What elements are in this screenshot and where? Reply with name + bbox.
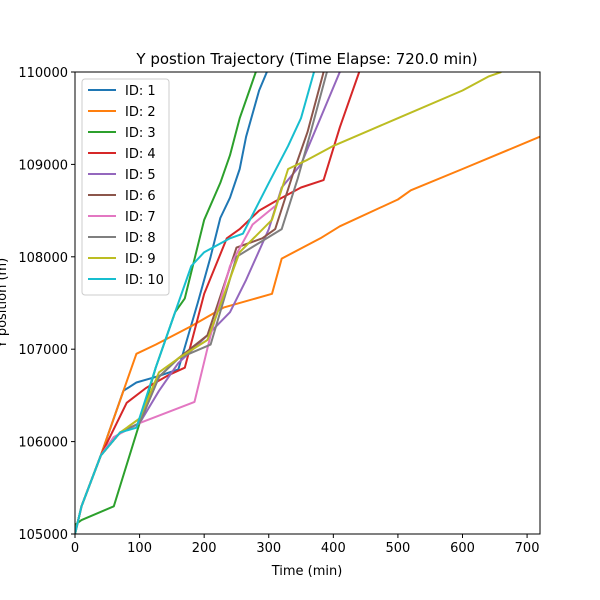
x-axis-label: Time (min) [271,564,343,579]
y-axis-label: Y position (m) [0,258,10,350]
y-tick-label: 110000 [18,66,68,81]
chart-title: Y postion Trajectory (Time Elapse: 720.0… [135,50,477,68]
axis-ticks: 0 100 200 300 400 500 600 700 105000 106000 107000… [18,66,539,556]
legend-label: ID: 6 [125,189,156,204]
legend-label: ID: 1 [125,84,156,99]
series-line-2 [75,135,540,534]
legend-label: ID: 2 [125,105,156,120]
legend-label: ID: 5 [125,168,156,183]
x-tick-label: 0 [71,541,79,556]
x-tick-label: 600 [450,541,475,556]
y-tick-label: 105000 [18,528,68,543]
legend-label: ID: 7 [125,210,156,225]
series-line-10 [75,72,315,534]
legend: ID: 1 ID: 2 ID: 3 ID: 4 ID: 5 ID: 6 ID: 7 ID: 8… [81,78,170,296]
series-line-3 [75,72,257,526]
y-tick-label: 106000 [18,436,68,451]
legend-label: ID: 10 [125,273,164,288]
y-tick-label: 108000 [18,251,68,266]
y-tick-label: 109000 [18,158,68,173]
x-tick-label: 300 [256,541,281,556]
y-tick-label: 107000 [18,343,68,358]
plot-frame [74,71,541,535]
series-line-4 [75,72,361,534]
x-tick-label: 200 [192,541,217,556]
legend-label: ID: 3 [125,126,156,141]
x-tick-label: 400 [321,541,346,556]
legend-label: ID: 4 [125,147,156,162]
legend-label: ID: 8 [125,231,156,246]
x-tick-label: 500 [386,541,411,556]
legend-label: ID: 9 [125,252,156,267]
x-tick-label: 100 [127,541,152,556]
series-lines [75,72,540,534]
x-tick-label: 700 [515,541,540,556]
